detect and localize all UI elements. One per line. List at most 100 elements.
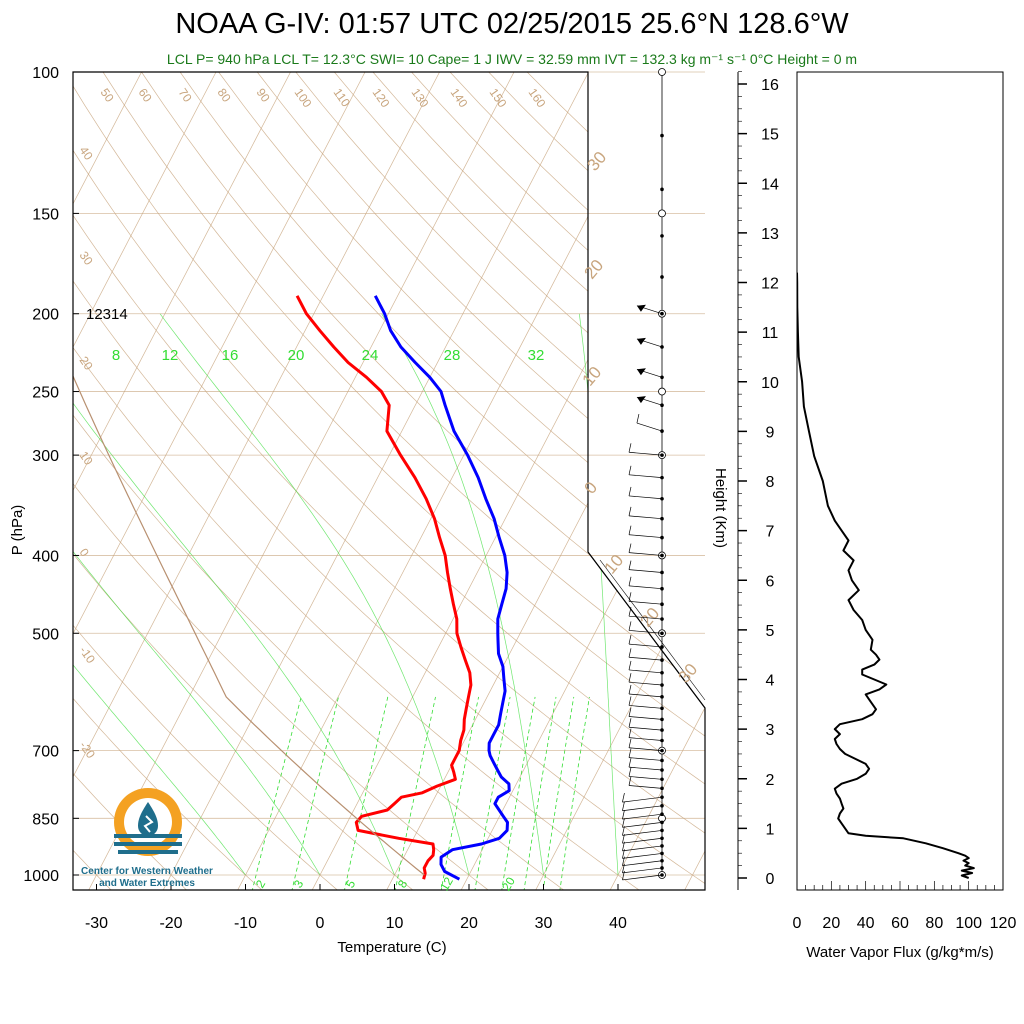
dry-adiabat-line: [102, 72, 705, 890]
dry-adiabat-line: [256, 72, 705, 890]
wind-level-dot: [660, 311, 664, 316]
dry-adiabat-label: 100: [292, 86, 315, 111]
wind-barb: [628, 630, 663, 634]
isotherm-line: [608, 72, 705, 890]
wind-barb: [622, 845, 663, 852]
wind-barb: [622, 796, 663, 803]
temperature-tick-label: 30: [535, 915, 553, 932]
isotherm-line: [161, 72, 589, 890]
temperature-tick-label: -10: [234, 915, 257, 932]
isotherm-line: [73, 72, 366, 890]
flux-tick-label: 40: [857, 915, 875, 932]
height-tick-label: 7: [766, 524, 775, 541]
dry-adiabat-line: [73, 72, 265, 890]
dry-adiabat-label: -10: [77, 644, 99, 667]
height-tick-label: 15: [761, 127, 779, 144]
wind-barb-flag: [636, 368, 646, 376]
flux-tick-label: 100: [955, 915, 982, 932]
flux-tick-label: 20: [822, 915, 840, 932]
dry-adiabat-line: [295, 72, 705, 890]
dry-adiabat-line: [73, 72, 416, 890]
wind-barb-feather: [628, 607, 632, 617]
moist-adiabat-line: [73, 313, 246, 876]
pressure-tick-label: 400: [32, 548, 59, 565]
pressure-tick-label: 250: [32, 385, 59, 402]
wind-barb-feather: [628, 506, 632, 516]
cw3e-logo: [114, 788, 182, 856]
dry-adiabat-label: 140: [448, 86, 471, 111]
wind-barb: [628, 785, 663, 789]
water-vapor-flux-panel: 0 20 40 60 80 100 120 Water Vapor Flux (g/kg*m/…: [793, 71, 1016, 961]
wind-barb: [628, 776, 663, 780]
wind-barb-feather: [628, 465, 632, 475]
wind-barb-feather: [628, 776, 632, 786]
wind-barb: [628, 726, 663, 731]
wind-barb-feather: [622, 849, 625, 859]
wind-barb-feather: [628, 738, 632, 748]
wind-level-dot: [660, 429, 664, 433]
dry-adiabat-line: [73, 72, 705, 890]
flux-frame: [796, 71, 1004, 891]
wind-barb: [628, 474, 663, 478]
mixing-ratio-line: [291, 696, 339, 890]
mixing-ratio-line: [343, 696, 389, 890]
wind-barb-feather: [628, 748, 632, 758]
wind-barb: [628, 693, 663, 698]
wind-barb-feather: [628, 718, 632, 728]
height-tick-label: 5: [766, 623, 775, 640]
mixing-ratio-line: [394, 696, 436, 890]
wind-barb: [628, 643, 663, 648]
height-tick-label: 0: [766, 871, 775, 888]
wind-barb: [636, 422, 663, 432]
wind-barb-feather: [622, 841, 625, 851]
flux-axis-label: Water Vapor Flux (g/kg*m/s): [806, 944, 994, 961]
wind-barb: [628, 705, 663, 709]
temperature-tick-label: -30: [85, 915, 108, 932]
wind-barb-feather: [622, 856, 625, 866]
wind-level-dot: [660, 403, 664, 408]
wind-barb: [622, 860, 663, 867]
mixing-ratio-label: 20: [288, 347, 305, 364]
dry-adiabat-line: [334, 72, 705, 890]
sounding-profiles: [73, 72, 511, 881]
wind-level-dot: [660, 345, 664, 349]
logo-line-1: Center for Western Weather: [81, 866, 213, 877]
dewpoint-profile-line: [373, 295, 511, 881]
wind-barb-feather: [622, 793, 625, 803]
dry-adiabat-label: -20: [77, 739, 99, 762]
height-tick-label: 2: [766, 772, 775, 789]
wind-barb-feather: [628, 525, 632, 535]
wind-barb: [628, 747, 663, 751]
wind-barb: [628, 515, 663, 520]
moist-adiabat-label: 20: [581, 256, 608, 283]
mixing-ratio-label: 8: [112, 347, 120, 364]
isotherm-line: [87, 72, 515, 890]
moist-adiabat-line: [73, 313, 395, 876]
height-tick-label: 13: [761, 226, 779, 243]
dry-adiabat-line: [73, 72, 492, 890]
dry-adiabat-label: 120: [370, 86, 393, 111]
wind-barb: [622, 867, 663, 874]
wind-barb: [622, 822, 663, 828]
chart-subtitle: LCL P= 940 hPa LCL T= 12.3°C SWI= 10 Cap…: [166, 51, 858, 67]
dry-adiabat-line: [488, 72, 705, 890]
wind-barb: [622, 837, 663, 844]
wind-barb-flag: [636, 337, 646, 345]
wind-barb-feather: [628, 728, 632, 738]
dry-adiabat-label: 150: [487, 86, 510, 111]
wind-barb: [628, 656, 663, 661]
isotherm-line: [683, 72, 705, 890]
moist-adiabat-label: 0: [581, 478, 602, 497]
station-label: 12314: [86, 306, 128, 323]
logo-caption: Center for Western Weather and Water Ext…: [62, 866, 232, 890]
temperature-profile-line: [295, 295, 473, 880]
mixing-ratio-lower-label: 20: [499, 874, 518, 893]
dry-adiabat-label: 160: [526, 86, 549, 111]
wind-barb: [628, 534, 663, 538]
temperature-tick-label: 40: [609, 915, 627, 932]
wind-barb-feather: [622, 801, 625, 811]
wind-barb-feather: [622, 810, 625, 820]
